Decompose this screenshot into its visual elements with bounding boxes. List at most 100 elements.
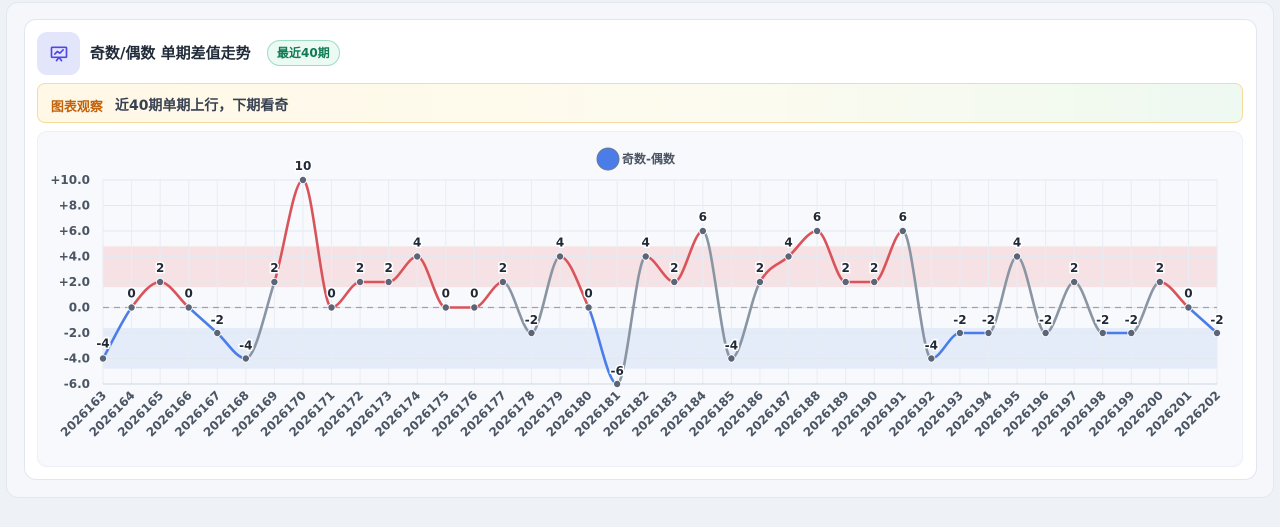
y-tick-label: -4.0 [64,352,90,366]
data-point [641,252,650,261]
legend-label: 奇数-偶数 [622,151,676,166]
data-point [1184,303,1193,312]
data-point [1213,328,1222,337]
data-label: 0 [584,287,592,301]
data-label: 0 [185,287,193,301]
data-point [327,303,336,312]
data-label: 2 [756,261,764,275]
data-point [584,303,593,312]
series-line-segment [701,229,733,360]
data-label: 6 [813,210,821,224]
data-point [955,328,964,337]
data-point [213,328,222,337]
data-label: 2 [356,261,364,275]
data-label: 6 [699,210,707,224]
observation-banner: 图表观察 近40期单期上行，下期看奇 [37,83,1243,123]
data-point [241,354,250,363]
chart-area [37,131,1243,467]
data-label: -6 [610,364,623,378]
y-tick-label: +6.0 [59,224,90,238]
data-label: 0 [327,287,335,301]
data-label: 2 [841,261,849,275]
data-label: 2 [384,261,392,275]
data-point [1127,328,1136,337]
data-point [441,303,450,312]
data-point [527,328,536,337]
legend-marker [596,147,620,171]
data-label: 2 [499,261,507,275]
data-label: 4 [784,236,792,250]
data-label: 0 [127,287,135,301]
data-point [927,354,936,363]
range-band-1 [103,327,1217,369]
data-point [184,303,193,312]
data-label: -2 [982,313,995,327]
legend: 奇数-偶数 [596,147,676,171]
data-label: -2 [1096,313,1109,327]
data-point [1013,252,1022,261]
data-label: -2 [1039,313,1052,327]
data-point [498,277,507,286]
data-label: -2 [1125,313,1138,327]
data-label: -2 [525,313,538,327]
page-title: 奇数/偶数 单期差值走势 [90,44,251,62]
data-label: 2 [1156,261,1164,275]
data-point [270,277,279,286]
data-label: -4 [925,339,938,353]
data-point [670,277,679,286]
data-label: 2 [156,261,164,275]
data-label: 2 [270,261,278,275]
grid [102,179,1218,385]
data-point [755,277,764,286]
data-point [813,226,822,235]
data-label: 0 [1184,287,1192,301]
y-tick-label: -6.0 [64,377,90,391]
data-label: 6 [899,210,907,224]
data-label: -2 [953,313,966,327]
data-point [613,379,622,388]
data-point [898,226,907,235]
series-line-segment [615,255,648,386]
data-label: 0 [470,287,478,301]
observation-label: 图表观察 [51,100,104,115]
data-point [356,277,365,286]
y-tick-label: -2.0 [64,326,90,340]
data-point [1098,328,1107,337]
data-point [99,354,108,363]
data-label: 4 [642,236,650,250]
y-tick-label: +8.0 [59,199,90,213]
data-label: 0 [442,287,450,301]
y-tick-label: +2.0 [59,275,90,289]
data-point [984,328,993,337]
data-point [870,277,879,286]
range-band-0 [103,246,1217,288]
data-label: 4 [413,236,421,250]
data-label: 2 [870,261,878,275]
data-point [727,354,736,363]
data-label: 2 [670,261,678,275]
data-label: -4 [239,339,252,353]
y-tick-label: +4.0 [59,250,90,264]
data-label: -2 [1210,313,1223,327]
period-badge: 最近40期 [267,40,340,66]
data-label: 4 [556,236,564,250]
data-label: -4 [725,339,738,353]
data-point [470,303,479,312]
data-point [841,277,850,286]
data-point [298,175,307,184]
y-tick-label: +10.0 [50,173,90,187]
data-label: 2 [1070,261,1078,275]
data-point [556,252,565,261]
data-point [1070,277,1079,286]
observation-text: 近40期单期上行，下期看奇 [115,98,289,114]
data-label: 10 [295,159,312,173]
data-point [384,277,393,286]
data-point [784,252,793,261]
data-point [1155,277,1164,286]
series-line-segment [901,229,933,360]
data-point [156,277,165,286]
series-line-segment [301,178,333,309]
data-point [413,252,422,261]
y-tick-label: 0.0 [69,301,90,315]
